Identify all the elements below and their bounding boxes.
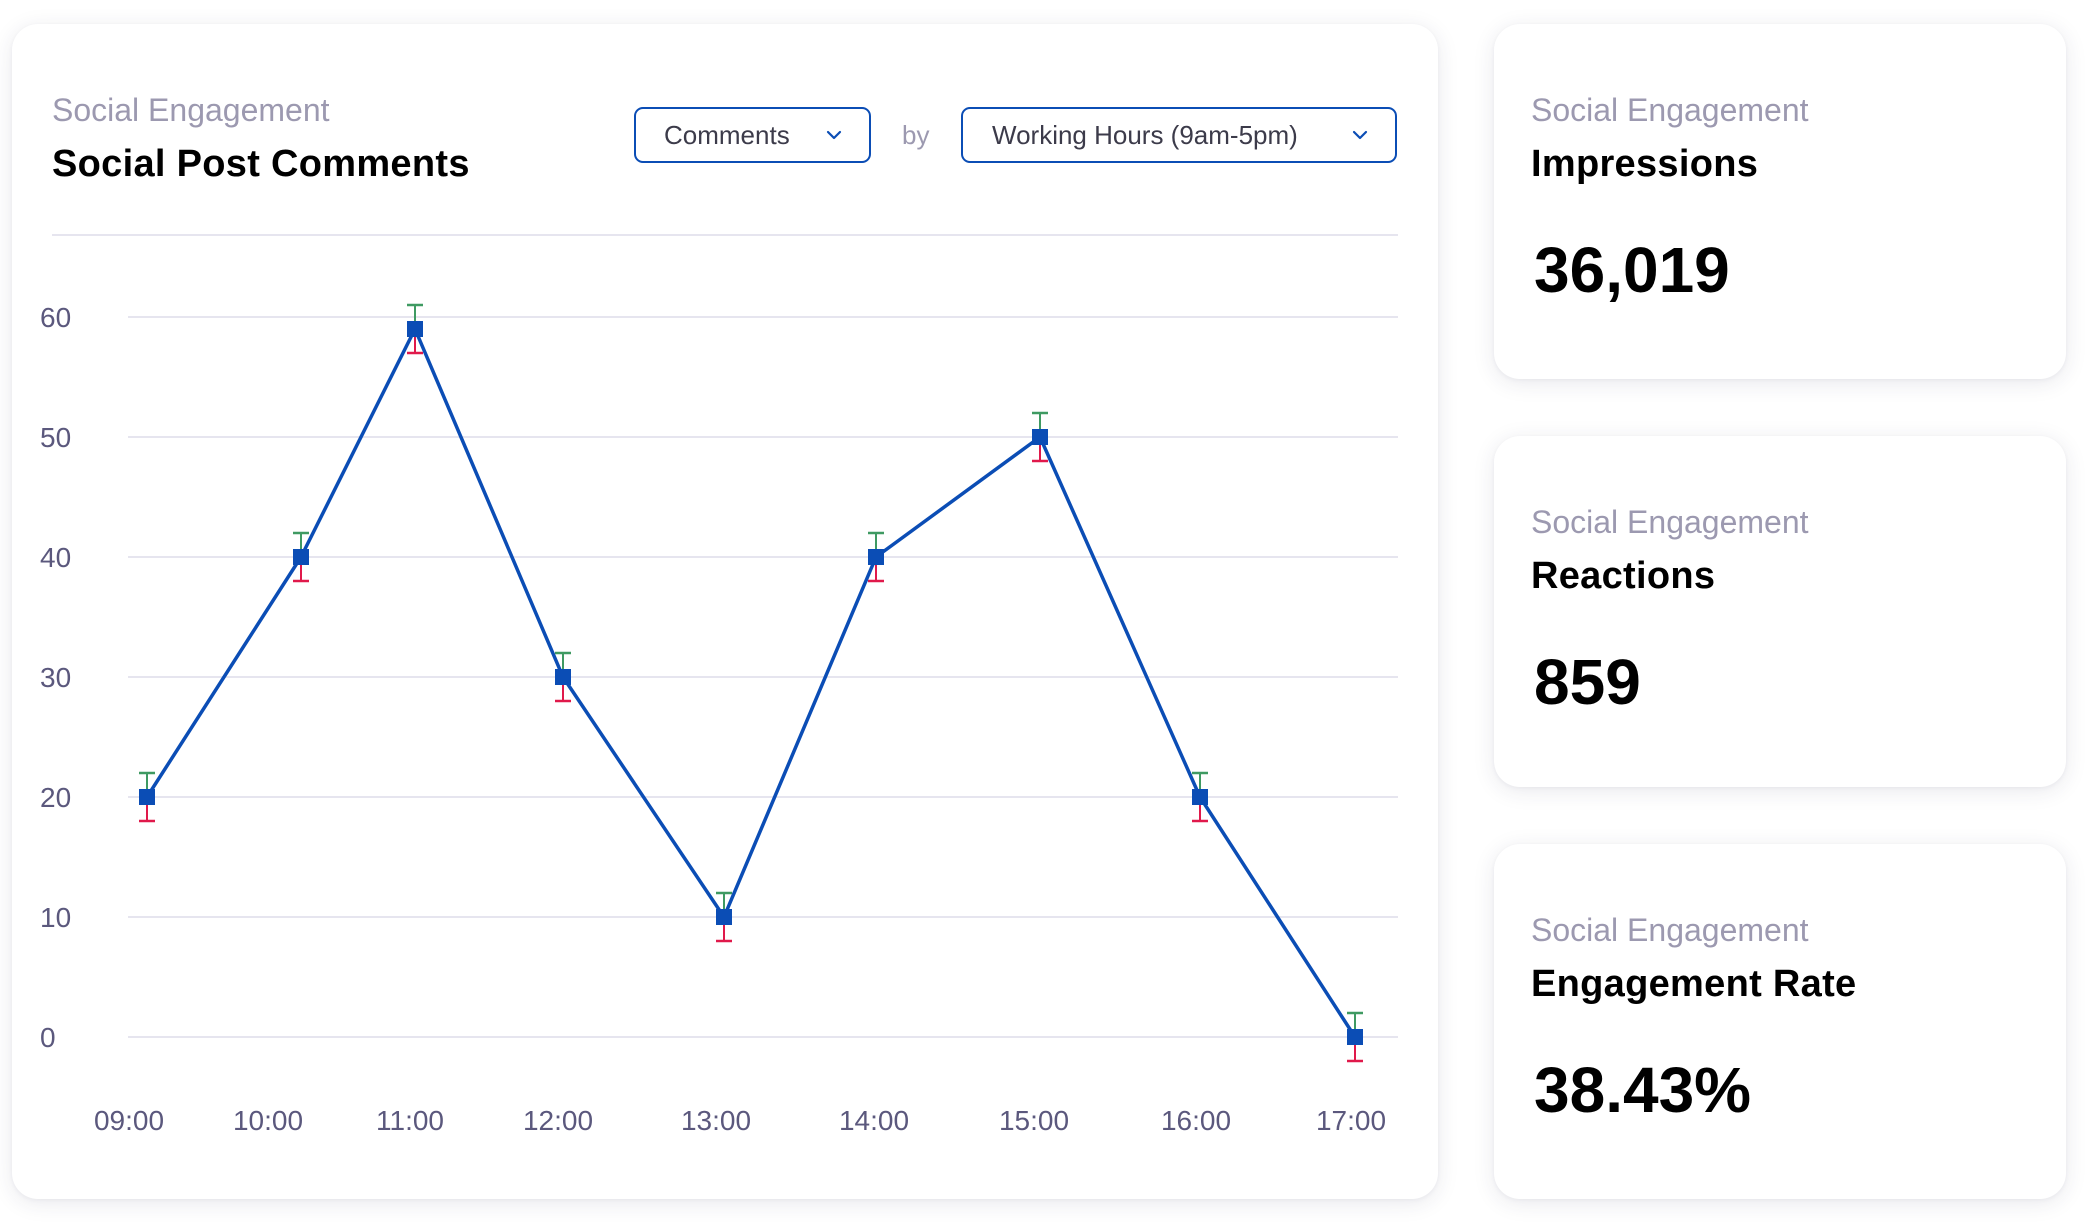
data-point-marker [1192, 789, 1208, 805]
y-tick-label: 40 [40, 542, 71, 573]
x-tick-label: 14:00 [839, 1105, 909, 1136]
chart-gridlines [128, 316, 1398, 1038]
x-tick-label: 16:00 [1161, 1105, 1231, 1136]
y-axis-labels: 0 10 20 30 40 50 60 [40, 302, 71, 1053]
data-point-marker [407, 321, 423, 337]
stat-card-title: Reactions [1531, 555, 1716, 597]
stat-card-engagement-rate: Social Engagement Engagement Rate 38.43% [1494, 844, 2066, 1199]
stat-card-title: Engagement Rate [1531, 963, 1857, 1005]
stat-card-value: 36,019 [1534, 234, 1730, 306]
comments-chart-card: Social Engagement Social Post Comments C… [12, 24, 1438, 1199]
series-line [145, 327, 1357, 1038]
x-tick-label: 09:00 [94, 1105, 164, 1136]
y-tick-label: 0 [40, 1022, 56, 1053]
stat-card-value: 859 [1534, 646, 1641, 718]
data-point-marker [1032, 429, 1048, 445]
chart-error-bars [139, 303, 1363, 1063]
stat-card-subtitle: Social Engagement [1531, 912, 1809, 948]
line-chart: 0 10 20 30 40 50 60 09:00 10:00 11:00 12:00 13:00 1… [40, 302, 1398, 1136]
metric-dropdown[interactable]: Comments [634, 107, 871, 163]
data-point-marker [1347, 1029, 1363, 1045]
y-tick-label: 50 [40, 422, 71, 453]
x-tick-label: 10:00 [233, 1105, 303, 1136]
data-point-marker [716, 909, 732, 925]
metric-dropdown-value: Comments [664, 119, 790, 150]
stat-card-impressions: Social Engagement Impressions 36,019 [1494, 24, 2066, 379]
x-tick-label: 17:00 [1316, 1105, 1386, 1136]
data-point-marker [293, 549, 309, 565]
card-title: Social Post Comments [52, 143, 470, 185]
chart-data-markers [139, 321, 1363, 1045]
x-tick-label: 13:00 [681, 1105, 751, 1136]
y-tick-label: 10 [40, 902, 71, 933]
x-tick-label: 12:00 [523, 1105, 593, 1136]
y-tick-label: 30 [40, 662, 71, 693]
time-range-dropdown-value: Working Hours (9am-5pm) [992, 119, 1298, 150]
x-tick-label: 11:00 [376, 1105, 444, 1136]
data-point-marker [139, 789, 155, 805]
time-range-dropdown[interactable]: Working Hours (9am-5pm) [961, 107, 1397, 163]
header-divider [52, 234, 1398, 236]
stat-card-title: Impressions [1531, 143, 1759, 185]
stat-card-reactions: Social Engagement Reactions 859 [1494, 436, 2066, 787]
chart-series-line [145, 327, 1357, 1038]
card-subtitle: Social Engagement [52, 92, 330, 128]
by-label: by [902, 120, 930, 150]
stat-card-subtitle: Social Engagement [1531, 504, 1809, 540]
chevron-down-icon [826, 130, 842, 140]
stat-card-value: 38.43% [1534, 1054, 1752, 1126]
x-tick-label: 15:00 [999, 1105, 1069, 1136]
chevron-down-icon [1352, 130, 1368, 140]
y-tick-label: 60 [40, 302, 71, 333]
y-tick-label: 20 [40, 782, 71, 813]
stat-card-subtitle: Social Engagement [1531, 92, 1809, 128]
x-axis-labels: 09:00 10:00 11:00 12:00 13:00 14:00 15:00 16:00… [94, 1105, 1386, 1136]
data-point-marker [868, 549, 884, 565]
data-point-marker [555, 669, 571, 685]
